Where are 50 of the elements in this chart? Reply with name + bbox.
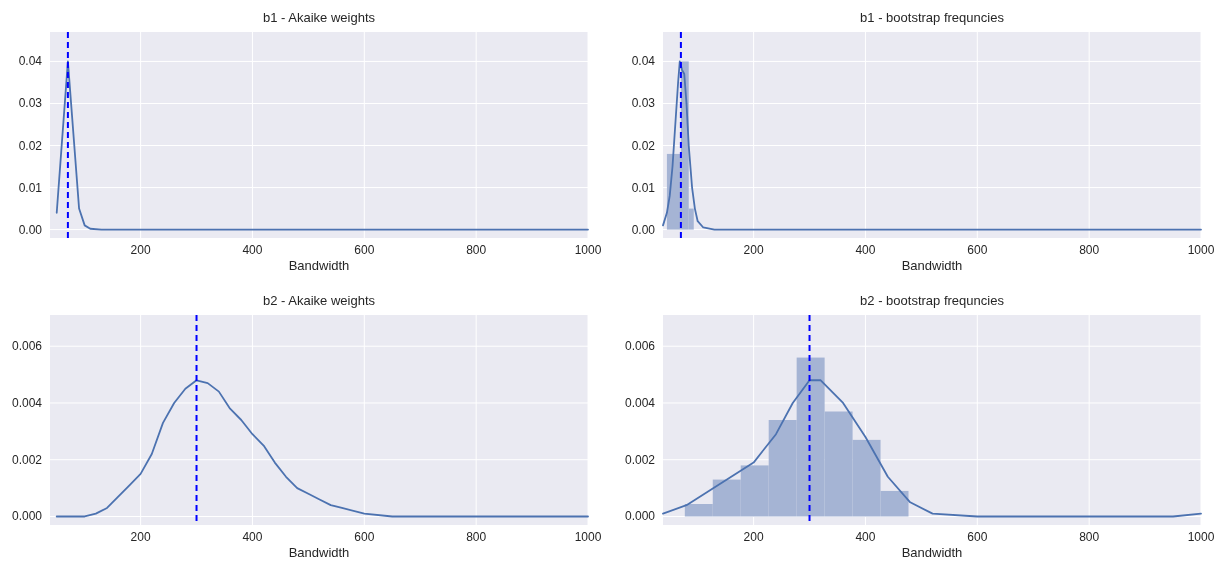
x-tick-label: 200: [130, 530, 151, 544]
x-axis-title: Bandwidth: [901, 258, 963, 273]
x-tick-label: 800: [466, 530, 487, 544]
x-axis-title: Bandwidth: [288, 545, 350, 560]
x-tick-label: 800: [466, 243, 487, 257]
x-tick-label: 400: [242, 530, 263, 544]
y-tick-label: 0.02: [18, 138, 43, 153]
chart-title: b1 - bootstrap frequncies: [860, 10, 1005, 25]
y-tick-label: 0.002: [624, 452, 656, 467]
y-tick-label: 0.002: [11, 452, 43, 467]
line-series: [55, 60, 589, 231]
x-tick-label: 400: [855, 243, 876, 257]
y-tick-label: 0.03: [18, 96, 43, 111]
y-tick-label: 0.000: [11, 509, 43, 524]
chart-title: b1 - Akaike weights: [262, 10, 376, 25]
x-tick-label: 800: [1079, 243, 1100, 257]
x-tick-label: 1000: [574, 243, 602, 257]
chart-title: b2 - Akaike weights: [262, 293, 376, 308]
line-series: [55, 379, 589, 518]
y-tick-label: 0.03: [631, 96, 656, 111]
x-tick-label: 1000: [1187, 530, 1215, 544]
x-tick-label: 600: [967, 243, 988, 257]
x-tick-label: 200: [743, 530, 764, 544]
line-series: [662, 60, 1202, 231]
y-tick-label: 0.04: [631, 54, 656, 69]
x-tick-label: 200: [130, 243, 151, 257]
y-tick-label: 0.01: [631, 180, 656, 195]
y-tick-label: 0.00: [631, 222, 656, 237]
x-tick-label: 1000: [574, 530, 602, 544]
x-tick-label: 1000: [1187, 243, 1215, 257]
y-tick-label: 0.00: [18, 222, 43, 237]
chart-title: b2 - bootstrap frequncies: [860, 293, 1005, 308]
x-tick-label: 600: [354, 243, 375, 257]
y-tick-label: 0.04: [18, 54, 43, 69]
x-tick-label: 200: [743, 243, 764, 257]
y-tick-label: 0.000: [624, 509, 656, 524]
x-axis-title: Bandwidth: [901, 545, 963, 560]
y-tick-label: 0.004: [11, 395, 43, 410]
line-series: [662, 379, 1202, 518]
y-tick-label: 0.004: [624, 395, 656, 410]
y-tick-label: 0.01: [18, 180, 43, 195]
y-tick-label: 0.006: [624, 339, 656, 354]
x-tick-label: 600: [354, 530, 375, 544]
y-tick-label: 0.006: [11, 339, 43, 354]
x-axis-title: Bandwidth: [288, 258, 350, 273]
x-tick-label: 600: [967, 530, 988, 544]
x-tick-label: 400: [855, 530, 876, 544]
y-tick-label: 0.02: [631, 138, 656, 153]
x-tick-label: 800: [1079, 530, 1100, 544]
x-tick-label: 400: [242, 243, 263, 257]
